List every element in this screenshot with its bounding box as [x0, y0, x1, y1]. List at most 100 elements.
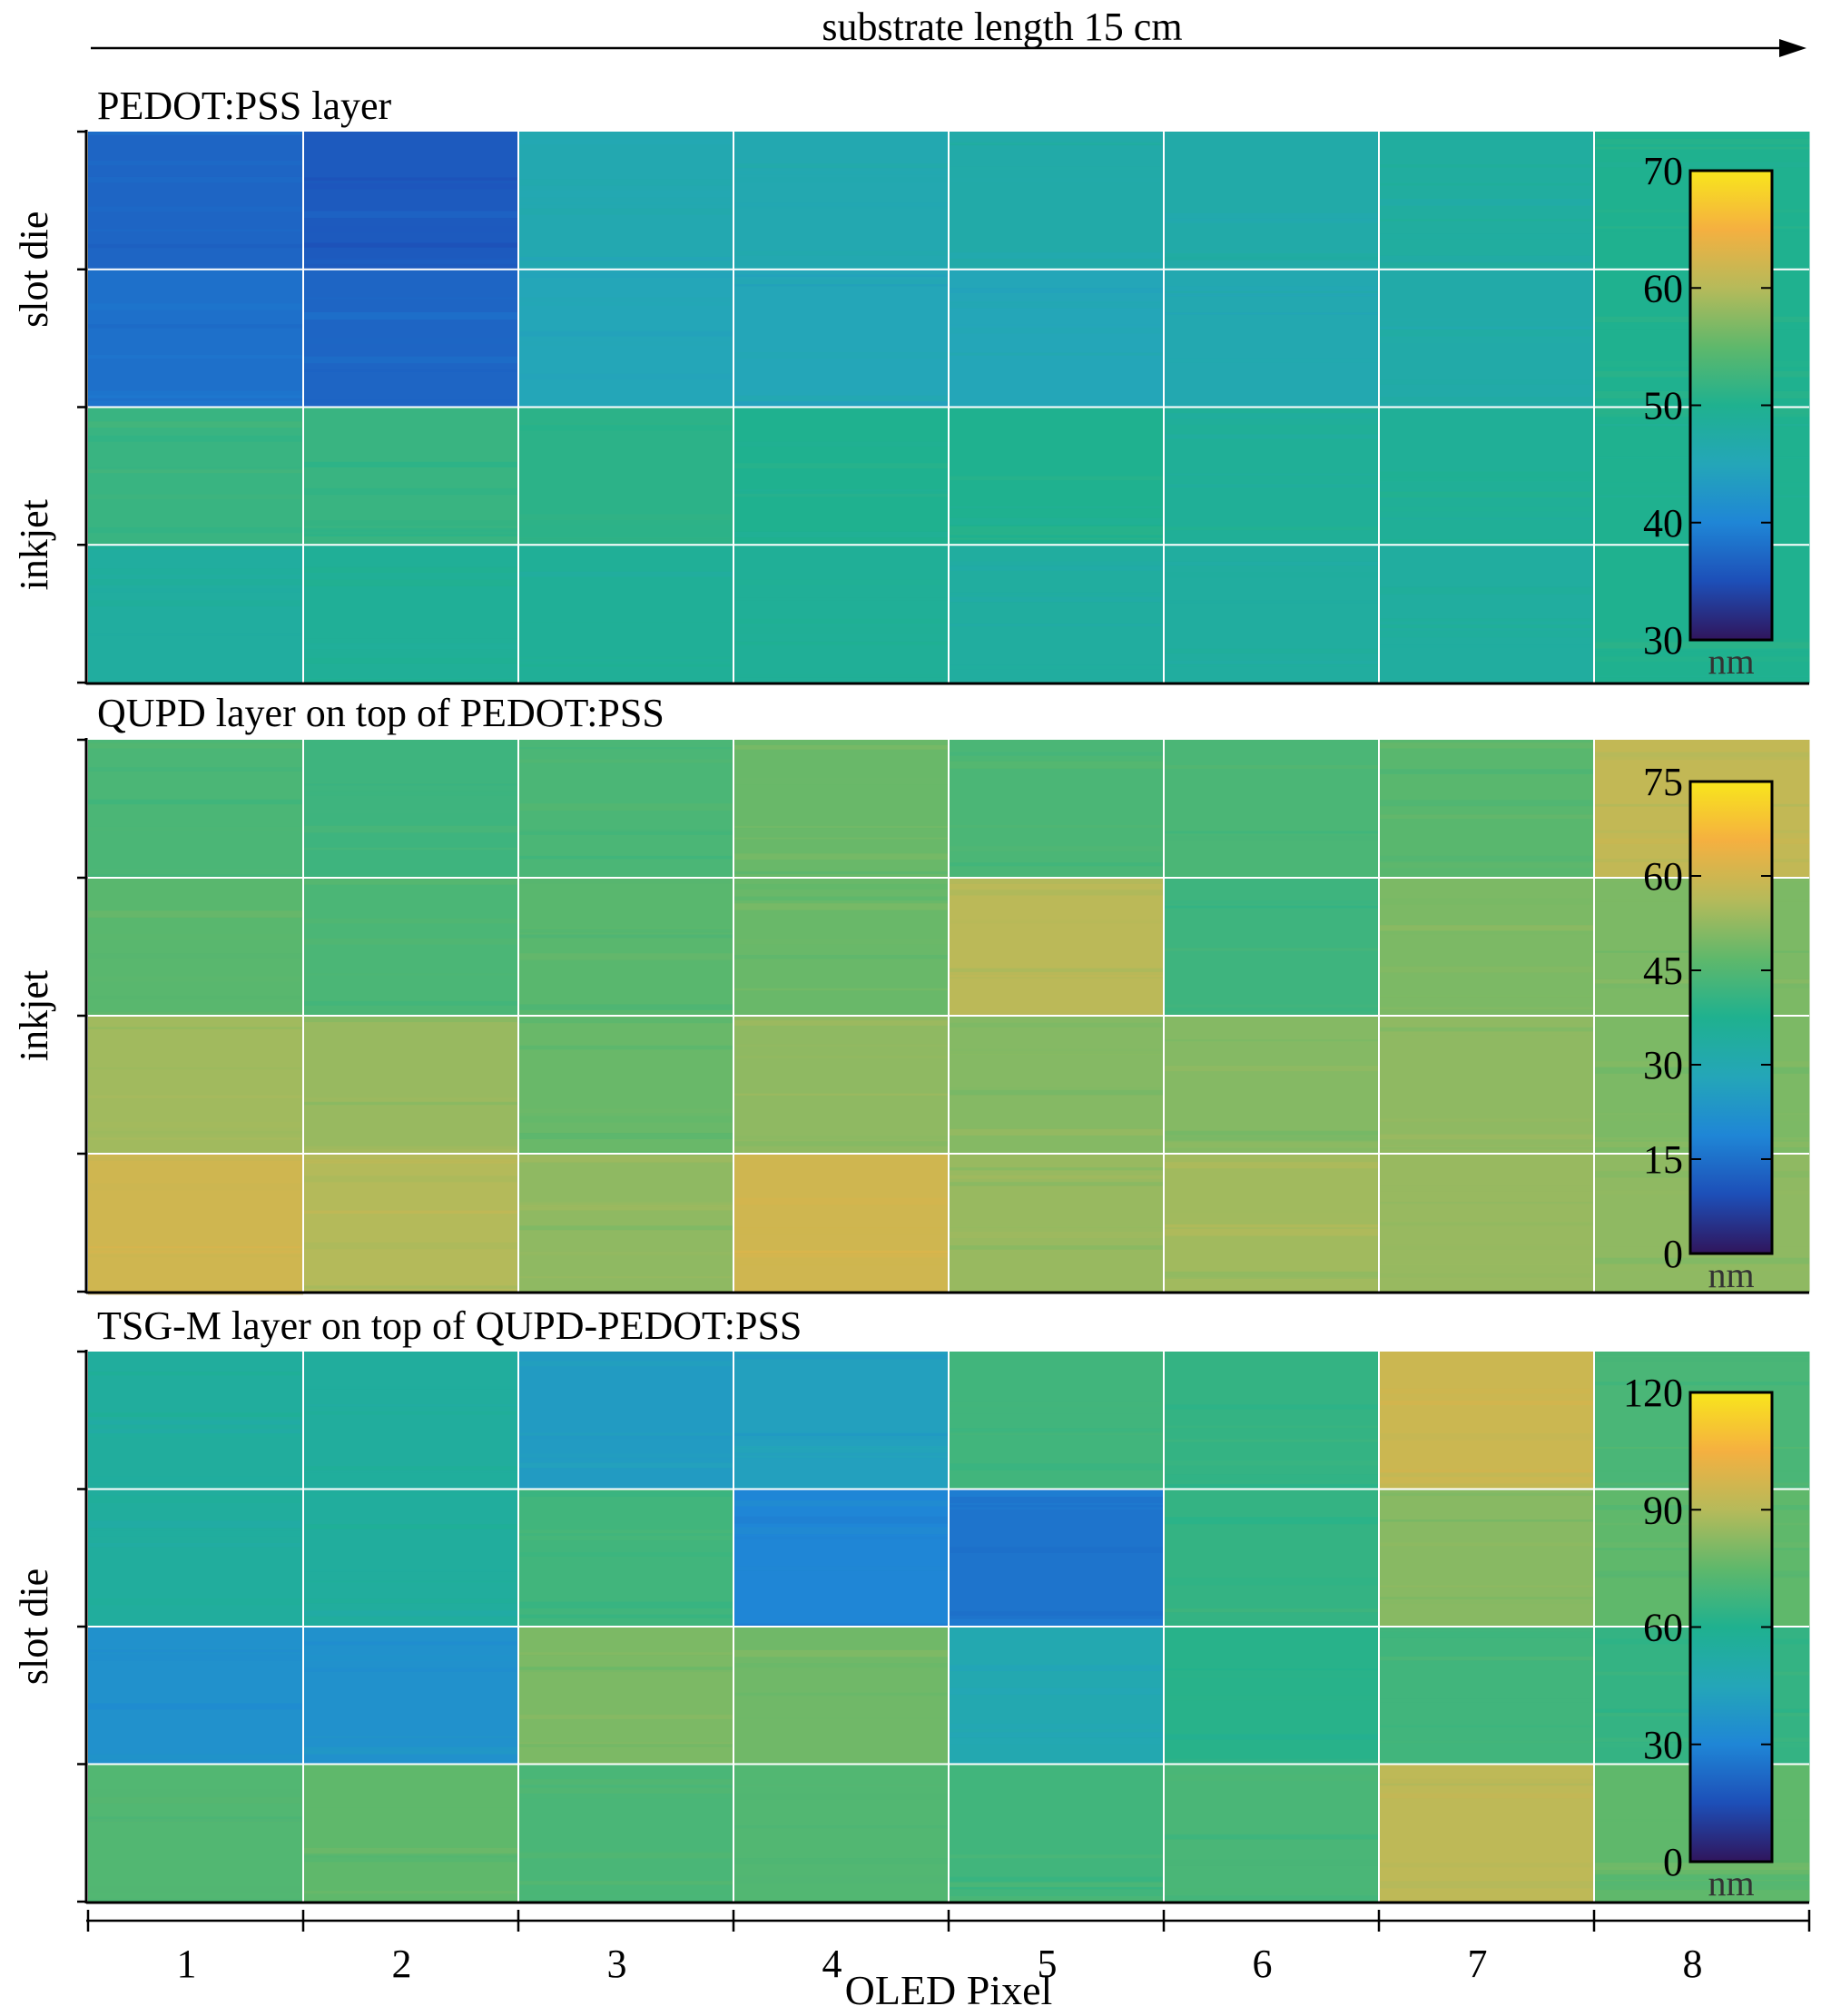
heatmap-cell — [88, 132, 304, 270]
cell-texture — [1594, 1257, 1809, 1264]
cell-texture — [518, 1614, 733, 1618]
cell-texture — [1164, 1460, 1379, 1466]
cell-texture — [88, 588, 303, 593]
cell-texture — [949, 971, 1164, 978]
cell-texture — [303, 638, 518, 645]
cell-texture — [1379, 624, 1594, 628]
cell-texture — [949, 1022, 1164, 1028]
cell-texture — [733, 1858, 949, 1864]
cell-texture — [1164, 256, 1379, 261]
heatmap-cell — [949, 132, 1165, 270]
cell-texture — [1164, 473, 1379, 476]
cell-texture — [733, 1716, 949, 1720]
cell-texture — [1594, 675, 1809, 678]
cell-texture — [949, 561, 1164, 567]
cell-texture — [518, 1881, 733, 1885]
cell-texture — [303, 1807, 518, 1814]
cell-texture — [1594, 642, 1809, 649]
heatmap-cell — [733, 1154, 950, 1293]
cell-texture — [733, 1044, 949, 1047]
cell-texture — [1164, 418, 1379, 425]
heatmap-cell — [88, 1627, 304, 1765]
x-tick-label: 4 — [822, 1942, 842, 1986]
cell-texture — [88, 869, 303, 875]
cell-texture — [303, 643, 518, 650]
heatmap-cell — [1164, 1154, 1380, 1293]
cell-texture — [733, 401, 949, 408]
cell-texture — [518, 1787, 733, 1794]
cell-texture — [949, 879, 1164, 884]
cell-texture — [1164, 358, 1379, 363]
cell-texture — [1379, 317, 1594, 322]
cell-texture — [733, 627, 949, 634]
cell-texture — [88, 799, 303, 805]
cell-texture — [88, 1095, 303, 1098]
cell-texture — [518, 855, 733, 860]
cell-texture — [88, 1816, 303, 1823]
cell-texture — [303, 338, 518, 344]
cell-texture — [303, 527, 518, 532]
cell-texture — [303, 657, 518, 664]
heatmap-cell — [303, 1627, 519, 1765]
cell-texture — [949, 1089, 1164, 1096]
cell-texture — [949, 1547, 1164, 1554]
cell-texture — [1164, 1834, 1379, 1840]
cell-texture — [1164, 1066, 1379, 1072]
cell-texture — [949, 1490, 1164, 1498]
cell-texture — [949, 323, 1164, 327]
cell-texture — [518, 1552, 733, 1557]
cell-texture — [1164, 526, 1379, 531]
cell-texture — [733, 1500, 949, 1507]
heatmap-cell — [518, 878, 734, 1017]
cell-texture — [303, 1146, 518, 1151]
cell-texture — [949, 761, 1164, 769]
cell-texture — [733, 1353, 949, 1360]
cell-texture — [88, 206, 303, 212]
colorbar-tick-label: 15 — [1643, 1137, 1683, 1182]
cell-texture — [88, 995, 303, 999]
cell-texture — [1594, 1874, 1809, 1881]
heatmap-cell — [88, 878, 304, 1017]
cell-texture — [733, 870, 949, 875]
heatmap-cell — [1164, 1764, 1380, 1903]
cell-texture — [88, 160, 303, 166]
cell-texture — [1594, 162, 1809, 168]
cell-texture — [1164, 484, 1379, 488]
heatmap-cell — [1379, 545, 1595, 683]
cell-texture — [303, 1080, 518, 1087]
heatmap-cell — [733, 407, 950, 546]
cell-texture — [1379, 471, 1594, 477]
cell-texture — [518, 1276, 733, 1279]
cell-texture — [1379, 1201, 1594, 1205]
cell-texture — [88, 1886, 303, 1893]
cell-texture — [518, 831, 733, 835]
cell-texture — [1379, 1400, 1594, 1405]
cell-texture — [1594, 1356, 1809, 1362]
cell-texture — [518, 1435, 733, 1440]
colorbar-tick-label: 45 — [1643, 949, 1683, 993]
cell-texture — [88, 1543, 303, 1548]
cell-texture — [518, 1432, 733, 1436]
x-tick-label: 2 — [392, 1942, 412, 1986]
cell-texture — [949, 1618, 1164, 1627]
cell-texture — [88, 1250, 303, 1254]
cell-texture — [1379, 1469, 1594, 1473]
cell-texture — [1379, 1388, 1594, 1394]
cell-texture — [518, 1108, 733, 1113]
cell-texture — [518, 1601, 733, 1608]
cell-texture — [1379, 930, 1594, 935]
cell-texture — [303, 225, 518, 233]
heatmap-cell — [949, 1154, 1165, 1293]
heatmap-cell — [1379, 740, 1595, 879]
cell-texture — [733, 853, 949, 860]
heatmap-cell — [733, 1489, 950, 1628]
cell-texture — [1379, 1764, 1594, 1769]
cell-texture — [1164, 212, 1379, 221]
cell-texture — [949, 824, 1164, 828]
heatmap-cell — [303, 1154, 519, 1293]
heatmap-cell — [1164, 1352, 1380, 1490]
cell-texture — [88, 1703, 303, 1710]
cell-texture — [518, 1715, 733, 1719]
cell-texture — [733, 395, 949, 401]
cell-texture — [88, 600, 303, 607]
